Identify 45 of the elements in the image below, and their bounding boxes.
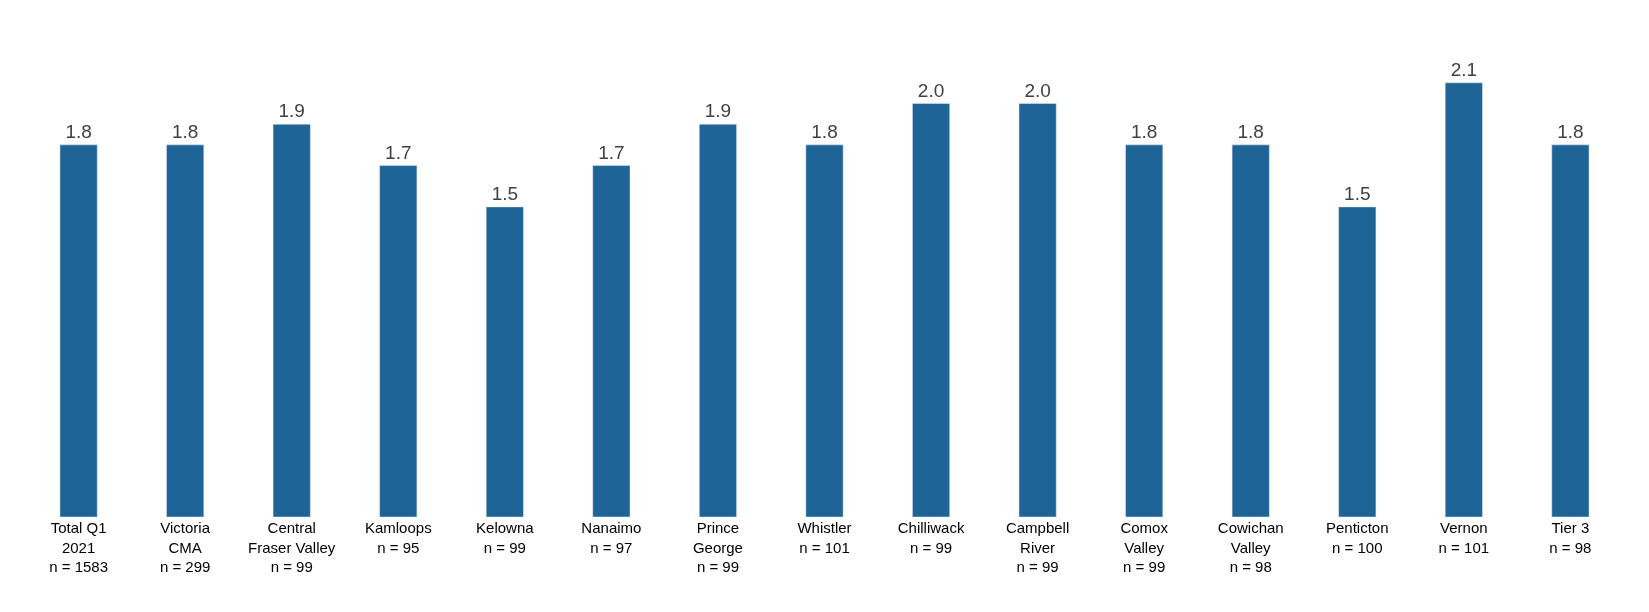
- x-tick-label: Central Fraser Valley n = 99: [248, 519, 336, 575]
- data-label: 1.8: [171, 120, 199, 142]
- bar: [805, 144, 844, 517]
- data-label: 1.9: [278, 100, 305, 122]
- data-label: 1.9: [704, 100, 732, 122]
- data-label: 1.8: [811, 120, 838, 142]
- x-tick-label: Kelowna n = 99: [476, 519, 535, 556]
- data-label: 2.0: [1024, 79, 1051, 101]
- bar: [1551, 144, 1590, 517]
- bar: [1125, 144, 1164, 517]
- bar: [1444, 82, 1483, 517]
- x-tick-label: Kamloops n = 95: [364, 519, 432, 556]
- bar: [1018, 103, 1057, 517]
- x-tick-label: Vernon n = 101: [1438, 519, 1490, 556]
- x-tick-label: Chilliwack n = 99: [897, 519, 965, 556]
- x-tick-label: Whistler n = 101: [797, 519, 852, 556]
- data-label: 1.5: [1344, 182, 1371, 204]
- bar: [1338, 206, 1377, 517]
- bar: [272, 123, 311, 517]
- x-tick-label: Prince George n = 99: [692, 519, 743, 575]
- x-tick-label: Tier 3 n = 98: [1549, 519, 1592, 556]
- data-label: 2.1: [1450, 58, 1478, 80]
- bar: [699, 123, 737, 517]
- bar: [592, 165, 631, 517]
- x-tick-label: Victoria CMA n = 299: [159, 519, 211, 575]
- data-label: 1.7: [385, 141, 412, 163]
- bar: [485, 206, 524, 517]
- x-tick-label: Cowichan Valley n = 98: [1217, 519, 1284, 575]
- bar: [59, 144, 98, 517]
- x-tick-label: Campbell River n = 99: [1005, 519, 1070, 575]
- bar: [379, 165, 418, 517]
- x-tick-label: Comox Valley n = 99: [1120, 519, 1169, 575]
- data-label: 1.8: [65, 120, 92, 142]
- x-tick-label: Penticton n = 100: [1326, 519, 1389, 556]
- bar: [166, 144, 205, 517]
- data-label: 1.8: [1130, 120, 1158, 142]
- data-label: 2.0: [917, 79, 945, 101]
- bar: [1231, 144, 1270, 517]
- data-label: 1.8: [1557, 120, 1584, 142]
- data-label: 1.7: [598, 141, 625, 163]
- data-label: 1.8: [1237, 120, 1264, 142]
- x-tick-label: Total Q1 2021 n = 1583: [49, 519, 109, 575]
- bar: [912, 103, 950, 517]
- data-label: 1.5: [491, 182, 519, 204]
- x-tick-label: Nanaimo n = 97: [581, 519, 642, 556]
